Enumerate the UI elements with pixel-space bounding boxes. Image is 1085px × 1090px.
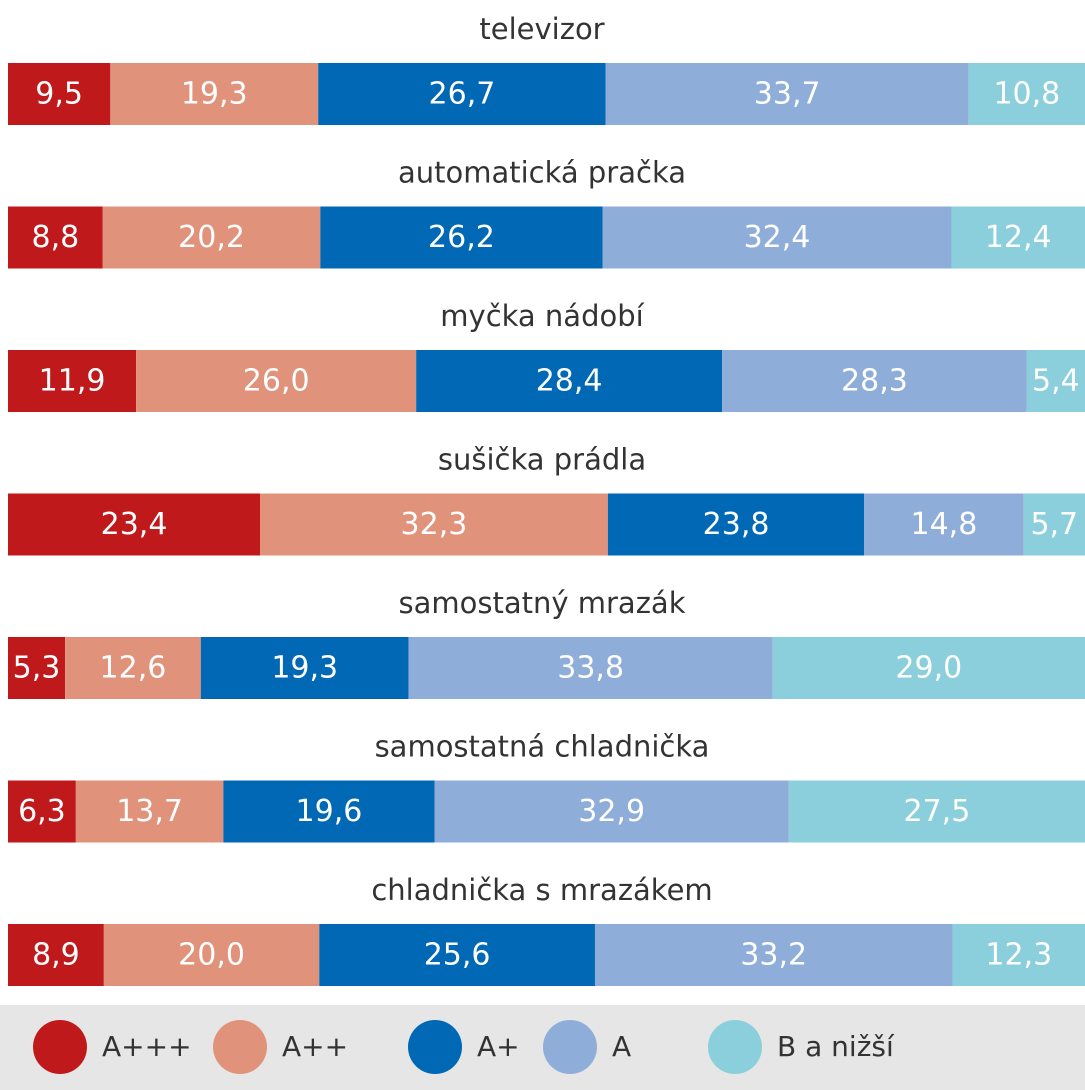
bar-segment [594,924,953,986]
value-label: 23,8 [703,507,770,542]
value-label: 26,0 [243,364,310,399]
bar-segment [408,637,773,699]
legend-label: B a nižší [777,1030,895,1063]
value-label: 12,3 [985,938,1052,973]
bar-segment [8,924,104,986]
bar-segment [65,637,201,699]
value-label: 19,3 [181,77,248,112]
category-label: automatická pračka [398,156,686,190]
value-label: 25,6 [424,938,491,973]
value-label: 12,6 [100,651,167,686]
value-label: 26,7 [429,77,496,112]
category-label: televizor [479,12,604,46]
bar-segment [968,63,1085,125]
bar-segment [103,924,320,986]
legend-marker [33,1020,87,1074]
bar-segment [260,493,608,556]
bar-segment [320,206,603,269]
bar-segment [864,493,1024,556]
value-label: 20,0 [178,938,245,973]
bar-segment [605,63,969,125]
value-label: 5,7 [1030,507,1078,542]
category-label: myčka nádobí [440,299,644,333]
legend-label: A++ [282,1030,348,1063]
value-label: 32,4 [744,220,811,255]
bar-segment [1026,350,1085,412]
category-label: samostatný mrazák [399,586,686,620]
value-label: 13,7 [116,794,183,829]
bar-segment [319,924,595,986]
bar-segment [8,637,66,699]
legend-marker [408,1020,462,1074]
bar-segment [136,350,417,412]
value-label: 33,2 [740,938,807,973]
value-label: 5,4 [1032,364,1080,399]
bar-segment [952,924,1085,986]
bar-segment [772,637,1085,699]
value-label: 12,4 [985,220,1052,255]
value-label: 10,8 [993,77,1060,112]
bar-segment [722,350,1027,412]
bar-segment [607,493,865,556]
bar-segment [1023,493,1085,556]
value-label: 19,3 [271,651,338,686]
bar-segment [8,493,261,556]
value-label: 11,9 [39,364,106,399]
bar-segment [8,350,137,412]
bar-segment [951,206,1085,269]
bar-segment [602,206,952,269]
bar-segment [318,63,606,125]
value-label: 8,8 [32,220,80,255]
value-label: 33,7 [754,77,821,112]
category-label: chladnička s mrazákem [371,873,712,907]
category-label: samostatná chladnička [375,730,710,764]
value-label: 28,4 [536,364,603,399]
value-label: 32,3 [401,507,468,542]
category-label: sušička prádla [438,443,646,477]
bar-segment [102,206,321,269]
bar-segment [416,350,723,412]
bar-segment [8,63,111,125]
bar-segment [110,63,319,125]
value-label: 26,2 [428,220,495,255]
legend-label: A+++ [102,1030,192,1063]
bar-segment [200,637,409,699]
bar-segment [434,780,789,843]
bar-segment [75,780,224,843]
value-label: 9,5 [35,77,83,112]
bar-segment [8,780,76,843]
legend-marker [708,1020,762,1074]
bar-segment [788,780,1085,843]
legend-marker [213,1020,267,1074]
value-label: 23,4 [101,507,168,542]
value-label: 32,9 [578,794,645,829]
bar-segment [8,206,103,269]
value-label: 5,3 [13,651,61,686]
value-label: 14,8 [911,507,978,542]
value-label: 8,9 [32,938,80,973]
value-label: 33,8 [557,651,624,686]
value-label: 19,6 [296,794,363,829]
value-label: 28,3 [841,364,908,399]
legend-label: A [612,1030,631,1063]
bar-segment [223,780,435,843]
value-label: 29,0 [895,651,962,686]
legend-background [0,1005,1085,1090]
value-label: 27,5 [904,794,971,829]
value-label: 20,2 [178,220,245,255]
value-label: 6,3 [18,794,66,829]
legend-marker [543,1020,597,1074]
legend-label: A+ [477,1030,520,1063]
